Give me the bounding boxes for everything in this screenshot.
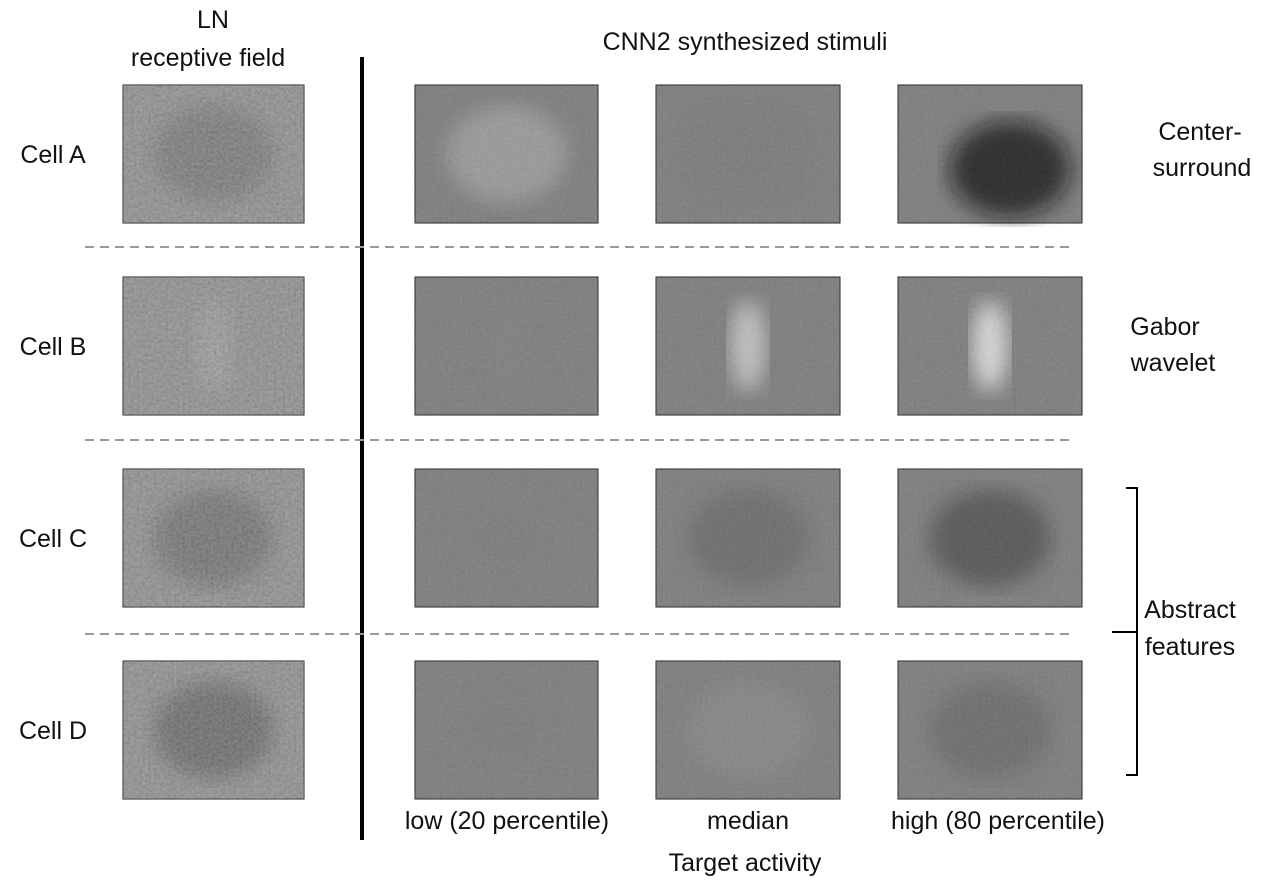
ln-title: LN: [197, 6, 229, 34]
image-noise: [898, 469, 1082, 607]
image-noise: [415, 469, 598, 607]
image-noise: [123, 277, 304, 415]
column-label: low (20 percentile): [405, 807, 609, 835]
stimulus-image: [414, 468, 599, 608]
image-noise: [898, 85, 1082, 223]
stimulus-image: [655, 468, 841, 608]
image-noise: [898, 661, 1082, 799]
row-label: Cell A: [20, 141, 86, 169]
bracket: [1112, 487, 1138, 776]
image-noise: [415, 277, 598, 415]
cnn-title: CNN2 synthesized stimuli: [603, 28, 888, 56]
stimulus-image: [897, 84, 1083, 224]
image-noise: [656, 85, 840, 223]
stimulus-image: [122, 84, 305, 224]
stimulus-image: [897, 276, 1083, 416]
axis-label: Target activity: [669, 849, 822, 877]
stimulus-image: [897, 660, 1083, 800]
feature-label: Abstract: [1144, 596, 1236, 624]
image-noise: [415, 85, 598, 223]
column-label: median: [707, 807, 789, 835]
image-noise: [656, 277, 840, 415]
feature-label: Center-: [1158, 118, 1241, 146]
stimulus-image: [655, 660, 841, 800]
stimulus-image: [122, 468, 305, 608]
row-label: Cell B: [20, 333, 87, 361]
feature-label: wavelet: [1130, 349, 1216, 377]
stimulus-image: [414, 276, 599, 416]
feature-label: Gabor: [1130, 313, 1199, 341]
stimulus-image: [122, 276, 305, 416]
feature-label: features: [1145, 633, 1235, 661]
ln-title: receptive field: [131, 44, 285, 72]
stimulus-image: [122, 660, 305, 800]
image-noise: [656, 469, 840, 607]
row-label: Cell C: [19, 525, 87, 553]
image-noise: [123, 661, 304, 799]
row-separators: [85, 246, 1075, 635]
image-noise: [656, 661, 840, 799]
image-noise: [898, 277, 1082, 415]
row-label: Cell D: [19, 717, 87, 745]
stimulus-image: [655, 276, 841, 416]
feature-label: surround: [1153, 154, 1252, 182]
image-noise: [415, 661, 598, 799]
column-label: high (80 percentile): [891, 807, 1105, 835]
stimulus-image: [414, 660, 599, 800]
stimulus-image: [414, 84, 599, 224]
stimulus-image: [897, 468, 1083, 608]
stimulus-image: [655, 84, 841, 224]
image-noise: [123, 85, 304, 223]
image-noise: [123, 469, 304, 607]
